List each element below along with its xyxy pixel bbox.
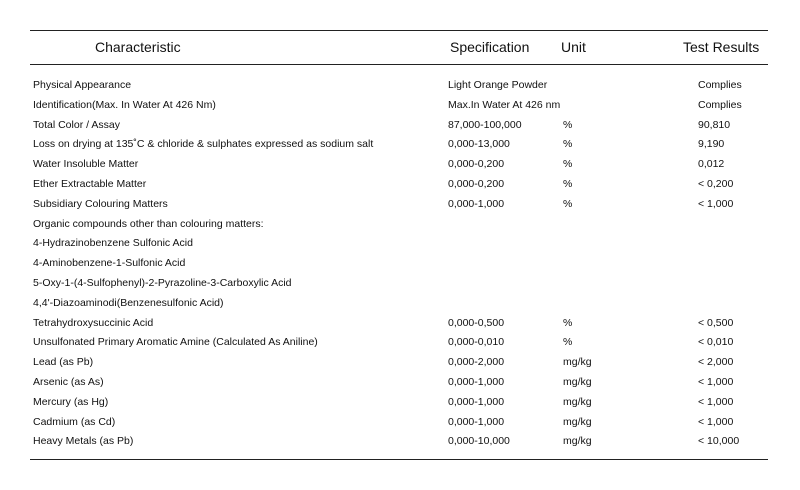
unit-cell: % bbox=[563, 336, 573, 349]
specification-cell: 0,000-1,000 bbox=[448, 415, 505, 428]
header-specification: Specification bbox=[450, 39, 530, 55]
characteristic-cell: Subsidiary Colouring Matters bbox=[33, 197, 168, 210]
characteristic-cell: Lead (as Pb) bbox=[33, 356, 94, 369]
characteristic-cell: 4-Aminobenzene-1-Sulfonic Acid bbox=[33, 257, 186, 270]
header-characteristic: Characteristic bbox=[95, 39, 181, 55]
unit-cell: % bbox=[563, 118, 573, 131]
table-row: Ether Extractable Matter 0,000-0,200% < 0,… bbox=[0, 178, 800, 197]
result-cell: < 2,000 bbox=[698, 356, 734, 369]
table-row: Cadmium (as Cd) 0,000-1,000 mg/kg < 1,000 bbox=[0, 416, 800, 435]
characteristic-cell: Organic compounds other than colouring m… bbox=[33, 217, 264, 230]
unit-cell: mg/kg bbox=[563, 376, 592, 388]
characteristic-cell: Cadmium (as Cd) bbox=[33, 415, 116, 428]
characteristic-cell: Loss on drying at 135˚C & chloride & sul… bbox=[33, 138, 374, 151]
result-cell: < 10,000 bbox=[698, 435, 740, 448]
bottom-rule bbox=[30, 459, 768, 460]
specification-cell: 0,000-2,000 bbox=[448, 356, 505, 369]
header-test-results: Test Results bbox=[683, 39, 760, 55]
result-cell: < 1,000 bbox=[698, 415, 734, 428]
characteristic-cell: Ether Extractable Matter bbox=[33, 178, 147, 190]
specification-cell: 0,000-13,000 bbox=[448, 138, 510, 151]
result-cell: Complies bbox=[698, 98, 742, 111]
unit-cell: % bbox=[563, 138, 573, 151]
result-cell: < 0,500 bbox=[698, 316, 734, 329]
table-row: Tetrahydroxysuccinic Acid 0,000-0,500% < 0… bbox=[0, 317, 800, 336]
unit-cell: mg/kg bbox=[563, 435, 592, 448]
result-cell: < 1,000 bbox=[698, 197, 734, 210]
unit-cell: mg/kg bbox=[563, 415, 592, 428]
characteristic-cell: Tetrahydroxysuccinic Acid bbox=[33, 316, 154, 329]
specification-cell: 0,000-1,000 bbox=[448, 197, 505, 210]
header-rule bbox=[30, 64, 768, 65]
unit-cell: % bbox=[563, 178, 573, 190]
table-row: 5-Oxy-1-(4-Sulfophenyl)-2-Pyrazoline-3-C… bbox=[0, 277, 800, 296]
characteristic-cell: Arsenic (as As) bbox=[33, 376, 104, 388]
table-row: 4-Aminobenzene-1-Sulfonic Acid bbox=[0, 257, 800, 276]
unit-cell: % bbox=[563, 158, 573, 171]
unit-cell: mg/kg bbox=[563, 395, 592, 408]
characteristic-cell: 4-Hydrazinobenzene Sulfonic Acid bbox=[33, 237, 193, 250]
table-row: 4,4'-Diazoaminodi(Benzenesulfonic Acid) bbox=[0, 297, 800, 316]
result-cell: < 1,000 bbox=[698, 395, 734, 408]
specification-cell: Light Orange Powder bbox=[448, 79, 548, 91]
specification-cell: 0,000-0,200 bbox=[448, 158, 505, 171]
result-cell: < 0,200 bbox=[698, 178, 734, 190]
result-cell: 9,190 bbox=[698, 138, 725, 151]
unit-cell: mg/kg bbox=[563, 356, 592, 369]
table-row: Arsenic (as As) 0,000-1,000 mg/kg < 1,000 bbox=[0, 376, 800, 395]
characteristic-cell: Identification(Max. In Water At 426 Nm) bbox=[33, 98, 216, 111]
unit-cell: % bbox=[563, 197, 573, 210]
table-row: Mercury (as Hg) 0,000-1,000 mg/kg < 1,000 bbox=[0, 396, 800, 415]
specification-cell: 0,000-1,000 bbox=[448, 376, 505, 388]
specification-cell: Max.In Water At 426 nm bbox=[448, 98, 561, 111]
table-row: Loss on drying at 135˚C & chloride & sul… bbox=[0, 138, 800, 157]
characteristic-cell: Heavy Metals (as Pb) bbox=[33, 435, 134, 448]
specification-cell: 0,000-0,010 bbox=[448, 336, 505, 349]
characteristic-cell: 4,4'-Diazoaminodi(Benzenesulfonic Acid) bbox=[33, 296, 224, 309]
characteristic-cell: Total Color / Assay bbox=[33, 118, 120, 131]
table-row: Lead (as Pb) 0,000-2,000 mg/kg < 2,000 bbox=[0, 356, 800, 375]
table-row: Physical Appearance Light Orange Powder Co… bbox=[0, 79, 800, 98]
specification-cell: 0,000-0,200 bbox=[448, 178, 505, 190]
specification-cell: 0,000-1,000 bbox=[448, 395, 505, 408]
specification-cell: 87,000-100,000 bbox=[448, 118, 522, 131]
result-cell: Complies bbox=[698, 79, 742, 91]
result-cell: 90,810 bbox=[698, 118, 731, 131]
result-cell: 0,012 bbox=[698, 158, 725, 171]
table-row: Heavy Metals (as Pb) 0,000-10,000 mg/kg < 1… bbox=[0, 435, 800, 454]
characteristic-cell: Physical Appearance bbox=[33, 79, 132, 91]
result-cell: < 0,010 bbox=[698, 336, 734, 349]
table-row: Organic compounds other than colouring m… bbox=[0, 218, 800, 237]
characteristic-cell: Water Insoluble Matter bbox=[33, 158, 139, 171]
table-row: Identification(Max. In Water At 426 Nm) M… bbox=[0, 99, 800, 118]
specification-cell: 0,000-0,500 bbox=[448, 316, 505, 329]
table-row: Water Insoluble Matter 0,000-0,200% 0,012 bbox=[0, 158, 800, 177]
table-row: Total Color / Assay 87,000-100,000% 90,810 bbox=[0, 119, 800, 138]
table-row: Unsulfonated Primary Aromatic Amine (Cal… bbox=[0, 336, 800, 355]
unit-cell: % bbox=[563, 316, 573, 329]
characteristic-cell: Mercury (as Hg) bbox=[33, 395, 109, 408]
specification-cell: 0,000-10,000 bbox=[448, 435, 510, 448]
characteristic-cell: Unsulfonated Primary Aromatic Amine (Cal… bbox=[33, 336, 318, 349]
characteristic-cell: 5-Oxy-1-(4-Sulfophenyl)-2-Pyrazoline-3-C… bbox=[33, 277, 292, 289]
top-rule bbox=[30, 30, 768, 31]
result-cell: < 1,000 bbox=[698, 376, 734, 388]
table-row: 4-Hydrazinobenzene Sulfonic Acid bbox=[0, 237, 800, 256]
header-unit: Unit bbox=[561, 39, 586, 55]
table-row: Subsidiary Colouring Matters 0,000-1,000%… bbox=[0, 198, 800, 217]
